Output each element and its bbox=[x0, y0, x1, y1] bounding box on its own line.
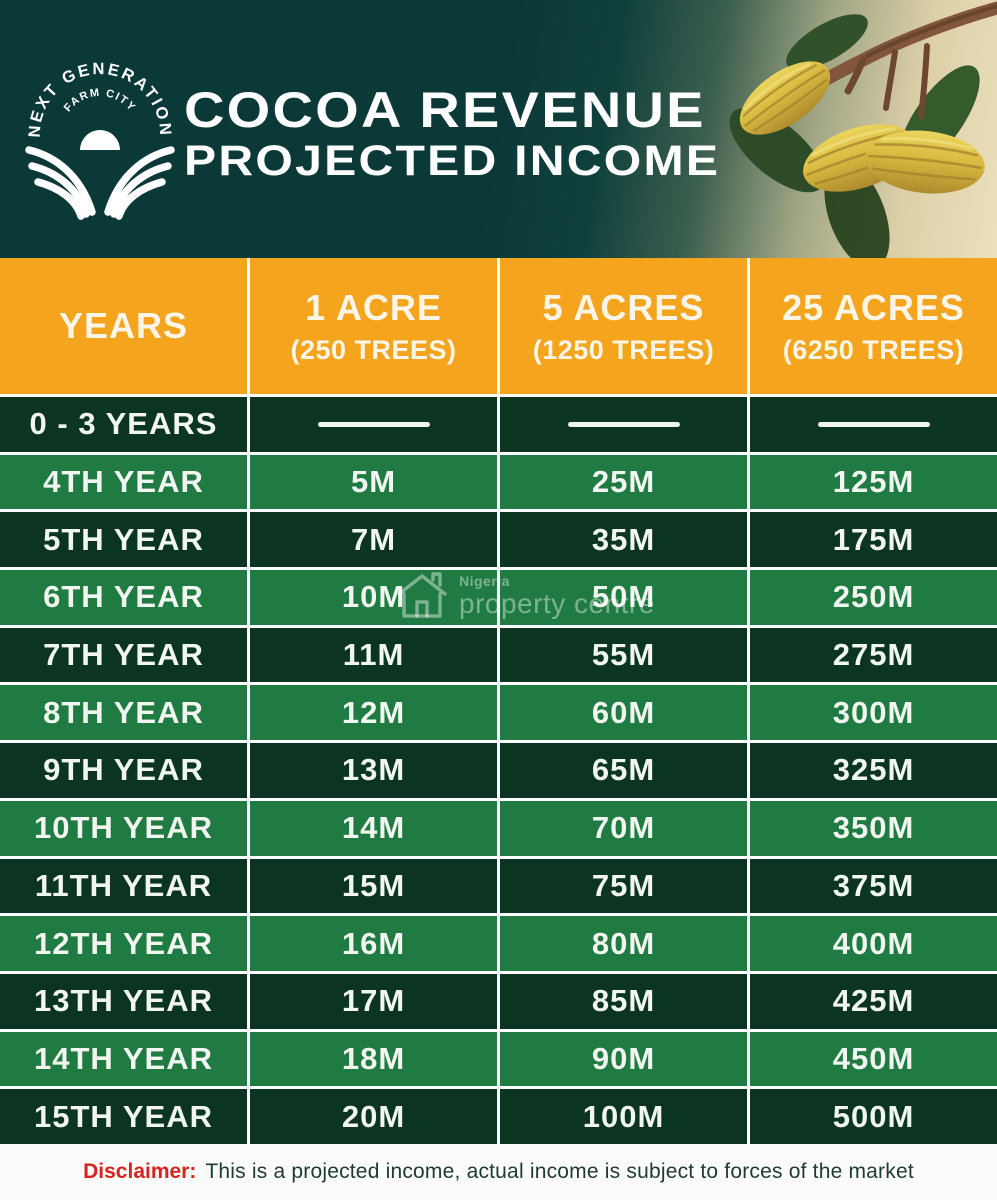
page-title: COCOA REVENUE PROJECTED INCOME bbox=[184, 84, 720, 187]
table-cell: 325M bbox=[750, 743, 997, 798]
disclaimer-label: Disclaimer: bbox=[83, 1160, 197, 1183]
table-row-year: 15TH YEAR bbox=[0, 1089, 247, 1144]
table-cell: 425M bbox=[750, 973, 997, 1029]
table-row-year: 7TH YEAR bbox=[0, 627, 247, 683]
table-row-year: 14TH YEAR bbox=[0, 1031, 247, 1087]
table-row-year: 11TH YEAR bbox=[0, 858, 247, 914]
table-cell: 13M bbox=[250, 743, 497, 798]
table-cell: 12M bbox=[250, 685, 497, 741]
table-cell: 175M bbox=[750, 512, 997, 568]
table-cell: 5M bbox=[250, 454, 497, 510]
column-header-years: YEARS bbox=[0, 258, 247, 394]
logo-sub-text: FARM CITY bbox=[62, 87, 137, 114]
table-cell: 350M bbox=[750, 800, 997, 856]
table-cell: 55M bbox=[500, 627, 747, 683]
table-cell: 275M bbox=[750, 627, 997, 683]
table-row-year: 0 - 3 YEARS bbox=[0, 397, 247, 452]
table-cell: 75M bbox=[500, 858, 747, 914]
table-cell: 35M bbox=[500, 512, 747, 568]
dash-placeholder bbox=[317, 421, 430, 427]
table-cell: 10M bbox=[250, 570, 497, 625]
table-cell: 15M bbox=[250, 858, 497, 914]
table-cell: 11M bbox=[250, 627, 497, 683]
table-cell: 60M bbox=[500, 685, 747, 741]
table-row-year: 8TH YEAR bbox=[0, 685, 247, 741]
table-row-year: 13TH YEAR bbox=[0, 973, 247, 1029]
dash-placeholder bbox=[817, 421, 930, 427]
table-cell: 80M bbox=[500, 916, 747, 971]
svg-text:FARM CITY: FARM CITY bbox=[62, 87, 138, 114]
table-row-year: 5TH YEAR bbox=[0, 512, 247, 568]
table-cell: 125M bbox=[750, 454, 997, 510]
table-cell: 400M bbox=[750, 916, 997, 971]
column-header-25acres: 25 ACRES (6250 TREES) bbox=[750, 258, 997, 394]
dash-placeholder bbox=[567, 421, 680, 427]
logo-arc-text: NEXT GENERATION bbox=[26, 60, 172, 138]
table-cell: 65M bbox=[500, 743, 747, 798]
table-cell: 500M bbox=[750, 1089, 997, 1144]
table-cell bbox=[250, 397, 497, 452]
table-cell: 16M bbox=[250, 916, 497, 971]
revenue-table: YEARS 1 ACRE (250 TREES) 5 ACRES (1250 T… bbox=[0, 258, 997, 1144]
table-cell: 17M bbox=[250, 973, 497, 1029]
table-row-year: 10TH YEAR bbox=[0, 800, 247, 856]
table-row-year: 4TH YEAR bbox=[0, 454, 247, 510]
header-banner: NEXT GENERATION FARM CITY COCOA REVENUE … bbox=[0, 0, 997, 258]
column-header-1acre: 1 ACRE (250 TREES) bbox=[250, 258, 497, 394]
title-line-2: PROJECTED INCOME bbox=[184, 137, 721, 185]
table-cell: 20M bbox=[250, 1089, 497, 1144]
table-cell: 25M bbox=[500, 454, 747, 510]
table-row-year: 9TH YEAR bbox=[0, 743, 247, 798]
table-cell: 50M bbox=[500, 570, 747, 625]
table-cell: 7M bbox=[250, 512, 497, 568]
column-header-5acres: 5 ACRES (1250 TREES) bbox=[500, 258, 747, 394]
table-cell: 14M bbox=[250, 800, 497, 856]
table-cell: 85M bbox=[500, 973, 747, 1029]
table-cell: 100M bbox=[500, 1089, 747, 1144]
table-cell: 450M bbox=[750, 1031, 997, 1087]
farm-city-logo: NEXT GENERATION FARM CITY bbox=[25, 60, 175, 220]
table-cell: 18M bbox=[250, 1031, 497, 1087]
table-cell: 300M bbox=[750, 685, 997, 741]
title-line-1: COCOA REVENUE bbox=[184, 82, 706, 138]
sun-fields-icon bbox=[25, 130, 175, 220]
table-row-year: 6TH YEAR bbox=[0, 570, 247, 625]
disclaimer-text: This is a projected income, actual incom… bbox=[205, 1160, 914, 1183]
cocoa-pods-image bbox=[729, 1, 997, 258]
svg-text:NEXT GENERATION: NEXT GENERATION bbox=[26, 60, 175, 138]
table-cell bbox=[500, 397, 747, 452]
table-cell bbox=[750, 397, 997, 452]
table-cell: 250M bbox=[750, 570, 997, 625]
disclaimer-bar: Disclaimer: This is a projected income, … bbox=[0, 1144, 997, 1200]
table-row-year: 12TH YEAR bbox=[0, 916, 247, 971]
table-cell: 375M bbox=[750, 858, 997, 914]
table-cell: 90M bbox=[500, 1031, 747, 1087]
table-cell: 70M bbox=[500, 800, 747, 856]
